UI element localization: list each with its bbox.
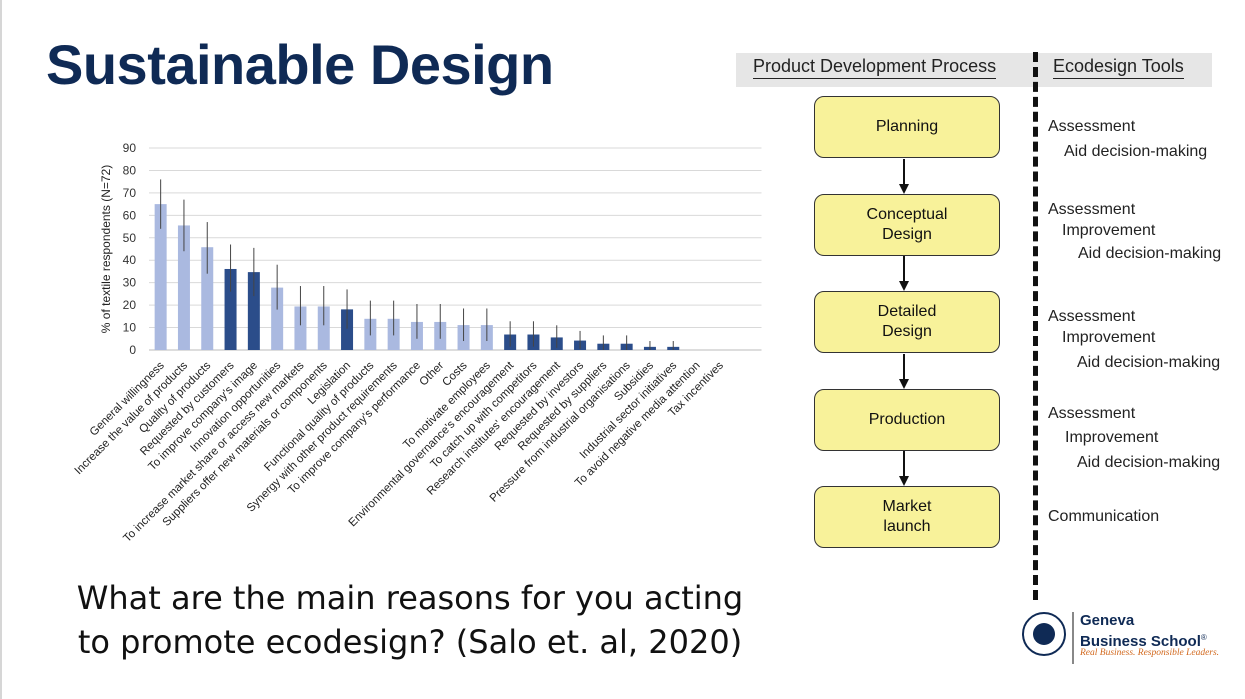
tool-aid-decision-making: Aid decision-making (1077, 454, 1221, 471)
geneva-business-school-logo: Geneva Business School® Real Business. R… (1022, 610, 1222, 666)
question-text: What are the main reasons for you acting… (60, 576, 760, 664)
phase-conceptual-design: Conceptual Design (814, 194, 1000, 256)
y-tick-label: 40 (123, 253, 137, 267)
logo-divider (1072, 612, 1074, 664)
logo-tagline: Real Business. Responsible Leaders. (1080, 648, 1220, 658)
tool-aid-decision-making: Aid decision-making (1078, 245, 1222, 262)
y-tick-label: 70 (123, 186, 137, 200)
phase-planning: Planning (814, 96, 1000, 158)
y-tick-label: 30 (123, 276, 137, 290)
question-line-1: What are the main reasons for you acting (76, 579, 744, 617)
tool-communication: Communication (1048, 508, 1160, 525)
logo-name-line-1: Geneva (1080, 612, 1135, 629)
y-tick-label: 60 (123, 208, 137, 222)
arrow-down-icon (899, 354, 909, 389)
bar (154, 204, 167, 350)
slide-title: Sustainable Design (46, 33, 554, 96)
bar (271, 287, 284, 350)
y-tick-label: 0 (129, 343, 136, 357)
dashed-divider (1033, 52, 1038, 600)
arrow-down-icon (899, 451, 909, 486)
logo-name-line-2: Business School (1080, 633, 1201, 650)
tool-assessment: Assessment (1048, 308, 1136, 325)
bar (341, 309, 354, 350)
arrow-down-icon (899, 256, 909, 291)
bar (317, 306, 330, 350)
header-product-development-process: Product Development Process (753, 56, 997, 79)
phase-production: Production (814, 389, 1000, 451)
bar (177, 225, 190, 350)
phase-label-2: Design (882, 323, 932, 340)
tool-assessment: Assessment (1048, 118, 1136, 135)
x-tick-label: Other (418, 360, 447, 389)
phase-label: Detailed (877, 303, 937, 320)
school-seal-icon (1022, 612, 1066, 656)
bar (224, 268, 237, 350)
tool-improvement: Improvement (1062, 329, 1156, 346)
tool-assessment: Assessment (1048, 201, 1136, 218)
bar (294, 306, 307, 350)
tool-improvement: Improvement (1062, 222, 1156, 239)
tool-aid-decision-making: Aid decision-making (1077, 354, 1221, 371)
tool-assessment: Assessment (1048, 405, 1136, 422)
phase-label: Production (868, 411, 946, 428)
tool-improvement: Improvement (1065, 429, 1159, 446)
bar (201, 247, 214, 350)
process-header-bar (736, 53, 1212, 87)
survey-bar-chart: 0 10 20 30 40 50 60 70 80 90 % of textile responde… (73, 141, 762, 545)
header-ecodesign-tools: Ecodesign Tools (1053, 56, 1184, 79)
y-tick-label: 10 (123, 321, 137, 335)
arrow-down-icon (899, 159, 909, 194)
phase-market-launch: Market launch (814, 486, 1000, 548)
bar (247, 272, 260, 350)
phase-label-2: Design (882, 226, 932, 243)
question-line-2: to promote ecodesign? (Salo et. al, 2020… (77, 623, 743, 661)
phase-label: Planning (875, 118, 939, 135)
logo-name: Geneva Business School® (1080, 612, 1207, 650)
phase-detailed-design: Detailed Design (814, 291, 1000, 353)
y-tick-label: 90 (123, 141, 137, 155)
y-axis-title: % of textile respondents (N=72) (99, 165, 113, 333)
y-tick-label: 80 (123, 163, 137, 177)
registered-mark: ® (1200, 633, 1207, 642)
tool-aid-decision-making: Aid decision-making (1064, 143, 1208, 160)
phase-label: Conceptual (866, 206, 948, 223)
y-tick-label: 20 (123, 298, 137, 312)
phase-label-2: launch (883, 518, 931, 535)
slide-left-border (0, 0, 2, 699)
y-tick-label: 50 (123, 231, 137, 245)
phase-label: Market (882, 498, 932, 515)
